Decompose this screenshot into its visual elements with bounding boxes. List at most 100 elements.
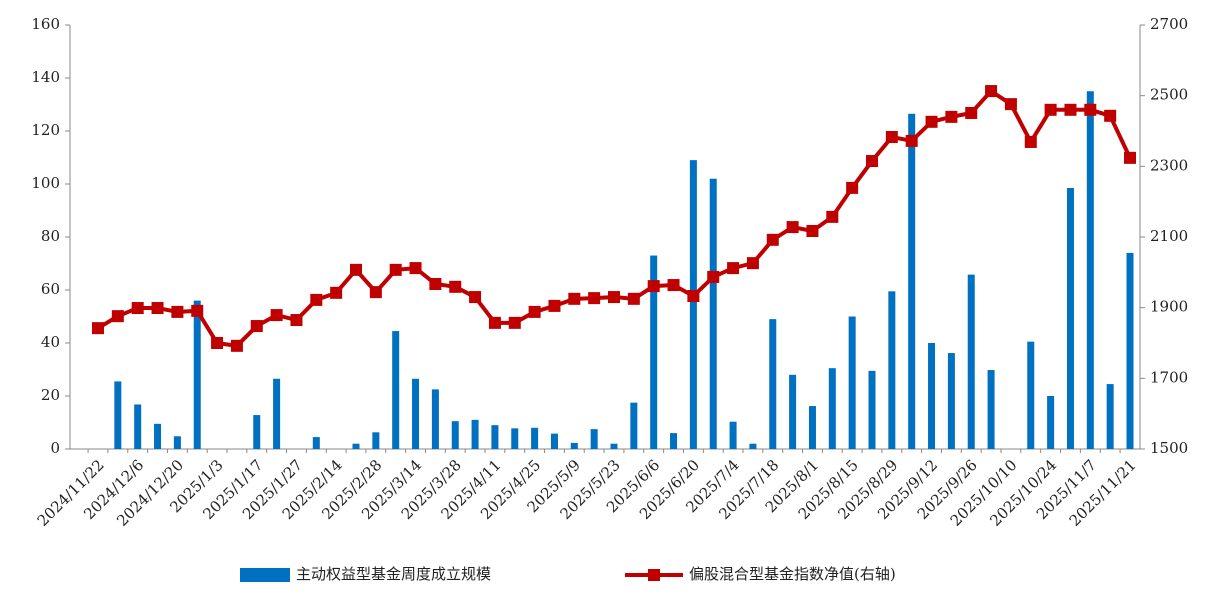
bar	[114, 381, 122, 449]
line-marker	[786, 221, 799, 234]
bar	[531, 427, 539, 449]
line-marker	[369, 286, 382, 299]
line-marker	[409, 262, 422, 275]
bar	[828, 368, 836, 449]
bar	[729, 421, 737, 449]
bar	[570, 442, 578, 449]
bar	[312, 437, 320, 449]
legend-swatch	[240, 568, 290, 582]
bar	[689, 160, 697, 449]
line-marker	[885, 131, 898, 144]
y2-tick-label: 2500	[1150, 86, 1188, 104]
bar	[908, 113, 916, 450]
line-marker	[588, 292, 601, 305]
bar	[808, 406, 816, 449]
line-marker	[667, 279, 680, 292]
bar	[868, 370, 876, 449]
bar	[1126, 252, 1134, 449]
line-marker	[131, 302, 144, 315]
line-marker	[1124, 151, 1136, 164]
line-marker	[330, 286, 343, 299]
y-tick-label: 0	[50, 439, 60, 457]
bar	[352, 443, 360, 449]
line-marker	[608, 291, 620, 304]
line-marker	[766, 233, 779, 246]
legend-label: 偏股混合型基金指数净值(右轴)	[689, 565, 896, 583]
bar	[590, 429, 598, 449]
line-marker	[250, 320, 263, 333]
bar	[967, 274, 975, 449]
line-marker	[449, 280, 462, 293]
line-marker	[151, 302, 164, 315]
bar	[1086, 91, 1094, 449]
bar	[431, 389, 439, 449]
bar	[550, 433, 558, 449]
line-marker	[925, 115, 938, 128]
y-tick-label: 100	[31, 174, 60, 192]
y-tick-label: 40	[41, 333, 60, 351]
bar	[1066, 187, 1074, 449]
bar	[630, 402, 638, 449]
line-marker	[1064, 103, 1077, 116]
bar	[451, 421, 459, 449]
bar	[650, 255, 658, 449]
y2-tick-label: 1900	[1150, 298, 1188, 316]
y-tick-label: 80	[41, 227, 60, 245]
line-marker	[92, 322, 104, 335]
bar	[392, 331, 400, 449]
bar	[273, 378, 281, 449]
bar	[670, 433, 678, 449]
bar	[1047, 396, 1055, 449]
line-marker	[389, 263, 402, 276]
y2-tick-label: 1500	[1150, 439, 1188, 457]
line-marker	[1004, 98, 1017, 111]
line-marker	[905, 134, 918, 147]
bar	[253, 415, 261, 449]
bar	[769, 319, 777, 449]
bar	[848, 316, 856, 449]
line-marker	[1044, 103, 1057, 116]
line-marker	[230, 339, 243, 352]
line-marker	[528, 305, 541, 318]
line-marker	[111, 310, 124, 323]
y-tick-label: 20	[41, 386, 60, 404]
bar	[511, 428, 519, 449]
legend-label: 主动权益型基金周度成立规模	[296, 565, 491, 583]
bar	[173, 436, 181, 449]
y-tick-label: 120	[31, 121, 60, 139]
bar	[888, 291, 896, 449]
line-marker	[866, 155, 878, 168]
line-marker	[846, 181, 859, 194]
bar	[610, 443, 618, 449]
bar	[154, 423, 162, 449]
bar	[928, 343, 936, 449]
line-marker	[647, 280, 660, 293]
line	[96, 88, 1132, 348]
y-tick-label: 140	[31, 68, 60, 86]
line-marker	[270, 309, 283, 322]
bar	[412, 378, 420, 449]
line-marker	[290, 314, 303, 327]
line-marker	[687, 290, 700, 303]
bar	[372, 432, 380, 449]
bar	[134, 404, 142, 449]
bar	[1027, 341, 1035, 449]
bar	[193, 300, 201, 449]
line-marker	[548, 299, 561, 312]
legend-swatch	[648, 569, 660, 581]
bar	[491, 425, 499, 449]
line-marker	[945, 110, 958, 123]
bar	[1106, 384, 1114, 449]
line-marker	[469, 291, 482, 304]
line-marker	[191, 304, 204, 317]
line-marker	[985, 85, 998, 98]
y2-tick-label: 1700	[1150, 368, 1188, 386]
line-marker	[1104, 109, 1117, 122]
y2-tick-label: 2700	[1150, 15, 1188, 33]
line-marker	[826, 210, 839, 223]
line-marker	[211, 337, 224, 349]
y-tick-label: 60	[41, 280, 60, 298]
line-marker	[806, 224, 819, 237]
bar	[789, 374, 797, 449]
line-marker	[627, 292, 640, 305]
